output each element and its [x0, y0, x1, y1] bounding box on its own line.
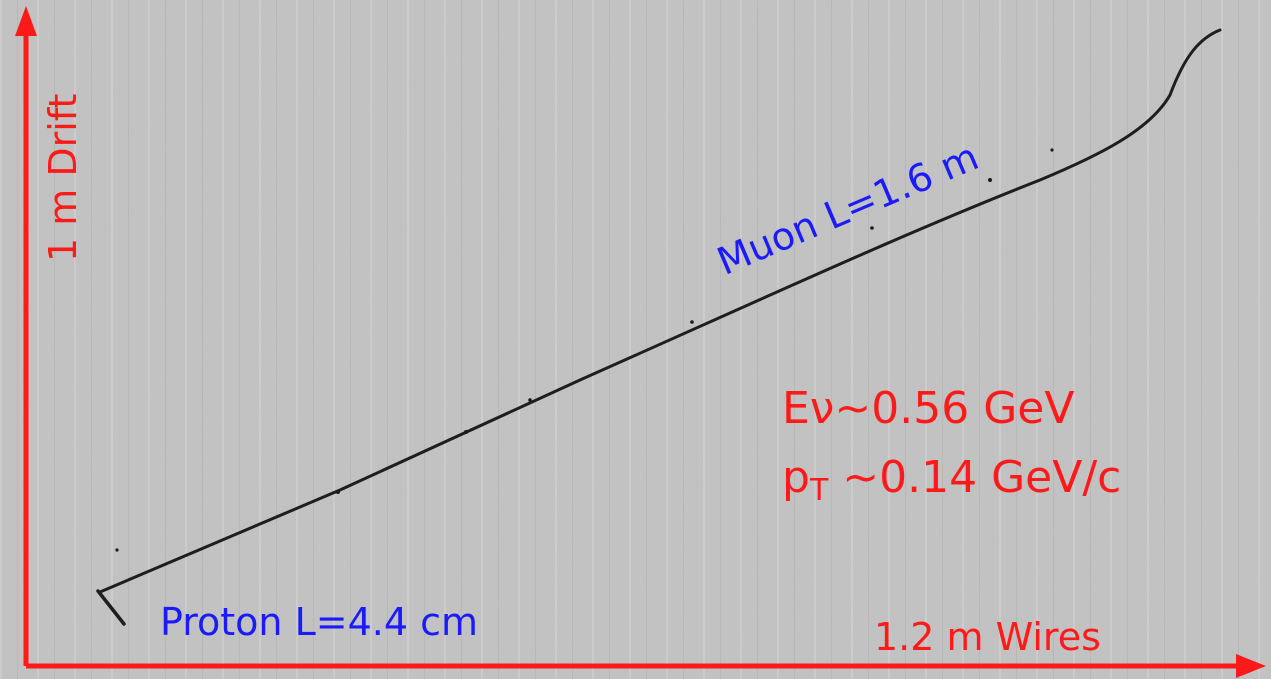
horizontal-axis-label: 1.2 m Wires [874, 615, 1101, 659]
track-hits [115, 148, 1054, 552]
vertical-axis [15, 6, 37, 666]
pt-subscript: T [809, 473, 829, 508]
vertical-axis-arrowhead [15, 6, 37, 36]
transverse-momentum-label: pT ~0.14 GeV/c [782, 456, 1121, 506]
proton-track-label: Proton L=4.4 cm [160, 600, 479, 644]
proton-track [96, 589, 126, 626]
horizontal-axis [26, 654, 1266, 678]
vertical-axis-label: 1 m Drift [41, 93, 85, 262]
horizontal-axis-arrowhead [1236, 654, 1266, 678]
neutrino-energy-label: Eν~0.56 GeV [782, 383, 1075, 434]
muon-track [98, 28, 1222, 594]
pt-prefix: p [782, 452, 810, 503]
pt-value: ~0.14 GeV/c [828, 452, 1122, 503]
